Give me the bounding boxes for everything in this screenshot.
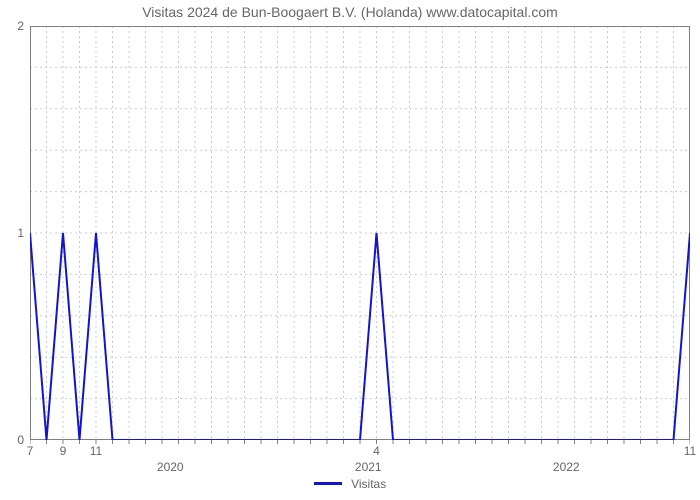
- x-tick-marks: [30, 440, 690, 446]
- x-tick-label: 4: [373, 444, 380, 458]
- legend: Visitas: [0, 476, 700, 491]
- x-tick-label: 9: [60, 444, 67, 458]
- y-tick-label: 0: [17, 433, 24, 447]
- legend-line-icon: [314, 482, 342, 485]
- x-tick-label: 11: [90, 444, 102, 458]
- x-group-label: 2020: [157, 460, 184, 474]
- y-tick-label: 2: [17, 19, 24, 33]
- chart-title: Visitas 2024 de Bun-Boogaert B.V. (Holan…: [0, 4, 700, 20]
- x-tick-label: 11: [684, 444, 696, 458]
- y-tick-label: 1: [17, 226, 24, 240]
- x-group-label: 2022: [553, 460, 580, 474]
- x-tick-label: 7: [27, 444, 34, 458]
- chart-svg: [30, 26, 690, 440]
- legend-label: Visitas: [351, 477, 386, 491]
- x-group-label: 2021: [355, 460, 382, 474]
- plot-area: [30, 26, 690, 440]
